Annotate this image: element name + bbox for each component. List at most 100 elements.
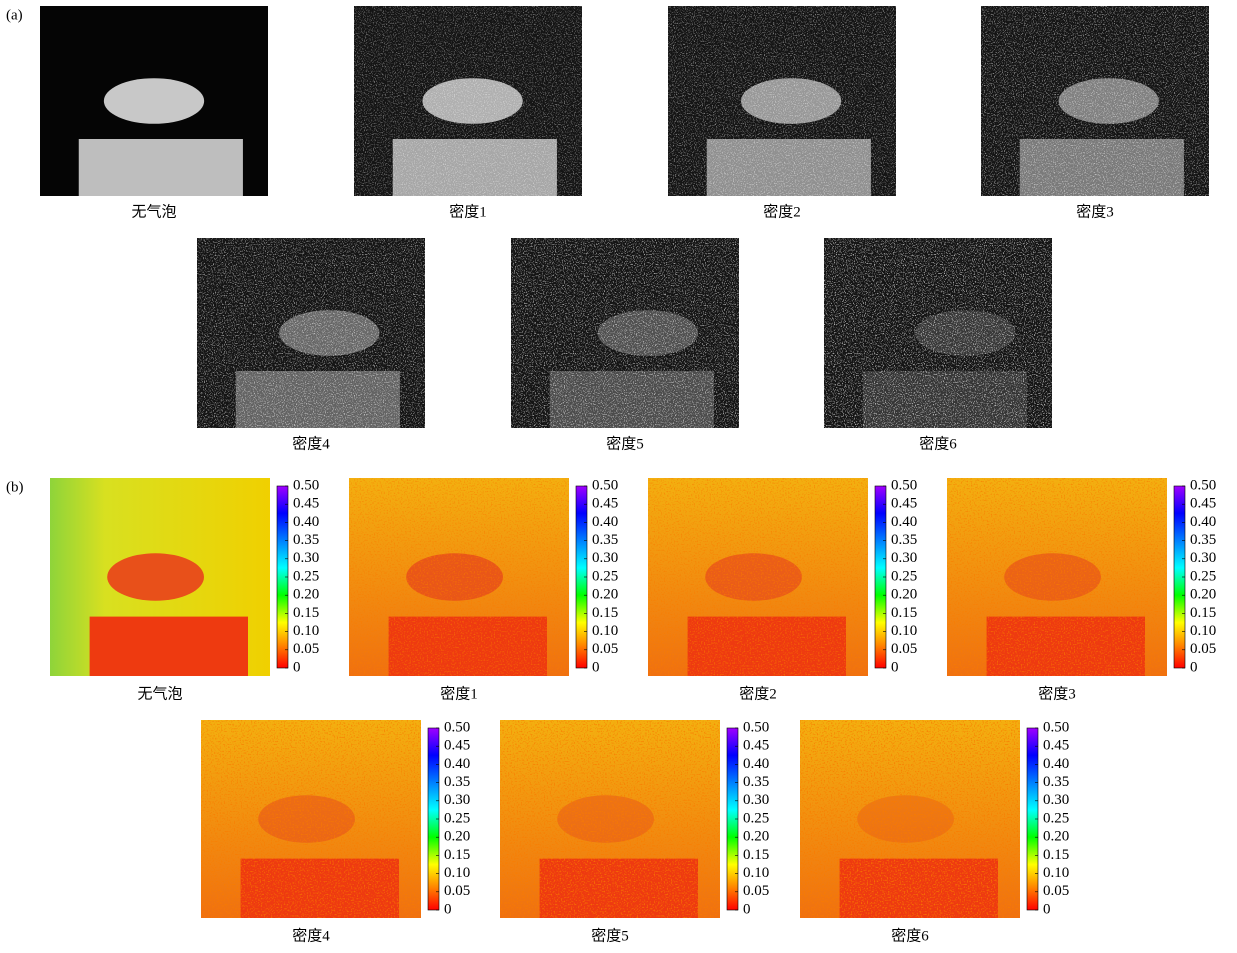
colorbar-tick-label: 0.35 bbox=[1190, 532, 1216, 548]
colorbar-tick-label: 0.35 bbox=[444, 774, 470, 790]
colorbar-tick-label: 0.05 bbox=[743, 883, 769, 899]
heatmap-image bbox=[648, 478, 868, 676]
caption: 密度5 bbox=[606, 435, 644, 452]
colorbar-tick-label: 0.10 bbox=[592, 623, 618, 639]
colorbar-tick-label: 0.30 bbox=[293, 550, 319, 566]
grayscale-image bbox=[354, 6, 582, 196]
colorbar-tick-label: 0.35 bbox=[1043, 774, 1069, 790]
grayscale-image bbox=[824, 238, 1052, 428]
colorbar-tick-label: 0.15 bbox=[293, 605, 319, 621]
heatmap-image bbox=[500, 720, 720, 918]
caption: 无气泡 bbox=[131, 203, 176, 220]
colorbar-tick-label: 0.10 bbox=[743, 865, 769, 881]
colorbar-tick-label: 0.35 bbox=[293, 532, 319, 548]
colorbar-tick-label: 0.20 bbox=[444, 829, 470, 845]
colorbar-tick-label: 0.20 bbox=[293, 587, 319, 603]
bubble-noise bbox=[500, 720, 720, 918]
colorbar-tick-label: 0 bbox=[592, 659, 600, 675]
colorbar-tick-label: 0.50 bbox=[444, 719, 470, 735]
heatmap-image bbox=[201, 720, 421, 918]
caption: 密度6 bbox=[919, 435, 957, 452]
bubble-noise bbox=[824, 238, 1052, 428]
colorbar-tick-label: 0.45 bbox=[743, 738, 769, 754]
caption: 密度4 bbox=[292, 927, 330, 944]
colorbar-tick-label: 0.30 bbox=[1190, 550, 1216, 566]
caption: 密度1 bbox=[449, 203, 487, 220]
colorbar-tick-label: 0.50 bbox=[1190, 477, 1216, 493]
colorbar-tick-label: 0.10 bbox=[444, 865, 470, 881]
bubble-noise bbox=[349, 478, 569, 676]
colorbar-tick-label: 0.40 bbox=[293, 514, 319, 530]
colorbar-tick-label: 0.20 bbox=[1190, 587, 1216, 603]
colorbar-tick-label: 0.15 bbox=[1043, 847, 1069, 863]
colorbar-tick-label: 0.40 bbox=[444, 756, 470, 772]
colorbar-tick-label: 0.15 bbox=[592, 605, 618, 621]
box bbox=[89, 616, 248, 676]
colorbar-tick-label: 0.30 bbox=[891, 550, 917, 566]
colorbar-tick-label: 0 bbox=[1190, 659, 1198, 675]
colorbar-tick-label: 0.20 bbox=[743, 829, 769, 845]
colorbar-tick-label: 0 bbox=[891, 659, 899, 675]
colorbar-tick-label: 0.20 bbox=[891, 587, 917, 603]
colorbar-tick-label: 0.25 bbox=[592, 568, 618, 584]
colorbar-tick-label: 0.05 bbox=[592, 641, 618, 657]
colorbar-tick-label: 0.25 bbox=[1043, 810, 1069, 826]
box bbox=[78, 139, 243, 196]
bubble-noise bbox=[800, 720, 1020, 918]
colorbar-tick-label: 0.40 bbox=[743, 756, 769, 772]
colorbar-tick-label: 0.15 bbox=[1190, 605, 1216, 621]
colorbar-tick-label: 0.25 bbox=[891, 568, 917, 584]
colorbar-tick-label: 0.05 bbox=[1043, 883, 1069, 899]
colorbar-tick-label: 0.50 bbox=[891, 477, 917, 493]
bubble-noise bbox=[201, 720, 421, 918]
colorbar-tick-label: 0.25 bbox=[293, 568, 319, 584]
grayscale-image bbox=[668, 6, 896, 196]
car bbox=[107, 553, 204, 601]
panel-label: (a) bbox=[6, 7, 23, 23]
colorbar-tick-label: 0.45 bbox=[1190, 496, 1216, 512]
caption: 密度2 bbox=[739, 685, 777, 702]
grayscale-image bbox=[981, 6, 1209, 196]
colorbar-tick-label: 0.25 bbox=[444, 810, 470, 826]
colorbar-tick-label: 0.45 bbox=[592, 496, 618, 512]
bubble-noise bbox=[197, 238, 425, 428]
colorbar-tick-label: 0.30 bbox=[743, 792, 769, 808]
colorbar-tick-label: 0.30 bbox=[1043, 792, 1069, 808]
colorbar-tick-label: 0.35 bbox=[891, 532, 917, 548]
colorbar-tick-label: 0.10 bbox=[1043, 865, 1069, 881]
colorbar-tick-label: 0.35 bbox=[743, 774, 769, 790]
grayscale-image bbox=[197, 238, 425, 428]
colorbar-tick-label: 0 bbox=[743, 901, 751, 917]
bubble-noise bbox=[648, 478, 868, 676]
colorbar-tick-label: 0.50 bbox=[743, 719, 769, 735]
colorbar-tick-label: 0.10 bbox=[293, 623, 319, 639]
colorbar-tick-label: 0.50 bbox=[592, 477, 618, 493]
colorbar-tick-label: 0.30 bbox=[444, 792, 470, 808]
colorbar-tick-label: 0.15 bbox=[891, 605, 917, 621]
caption: 密度2 bbox=[763, 203, 801, 220]
bubble-noise bbox=[668, 6, 896, 196]
car bbox=[103, 78, 205, 124]
colorbar-tick-label: 0.25 bbox=[1190, 568, 1216, 584]
bubble-noise bbox=[947, 478, 1167, 676]
colorbar-tick-label: 0.15 bbox=[743, 847, 769, 863]
colorbar-tick-label: 0.50 bbox=[293, 477, 319, 493]
colorbar-tick-label: 0.05 bbox=[293, 641, 319, 657]
heatmap-image bbox=[947, 478, 1167, 676]
bubble-noise bbox=[511, 238, 739, 428]
colorbar-tick-label: 0.05 bbox=[1190, 641, 1216, 657]
heatmap-image bbox=[349, 478, 569, 676]
colorbar-tick-label: 0.35 bbox=[592, 532, 618, 548]
grayscale-image bbox=[511, 238, 739, 428]
colorbar-tick-label: 0.50 bbox=[1043, 719, 1069, 735]
colorbar-tick-label: 0.40 bbox=[1190, 514, 1216, 530]
bubble-noise bbox=[981, 6, 1209, 196]
colorbar-tick-label: 0.10 bbox=[891, 623, 917, 639]
colorbar-tick-label: 0 bbox=[1043, 901, 1051, 917]
heatmap-image bbox=[50, 478, 270, 676]
colorbar-tick-label: 0.40 bbox=[1043, 756, 1069, 772]
colorbar-tick-label: 0.20 bbox=[592, 587, 618, 603]
colorbar-tick-label: 0.45 bbox=[444, 738, 470, 754]
colorbar-tick-label: 0 bbox=[293, 659, 301, 675]
